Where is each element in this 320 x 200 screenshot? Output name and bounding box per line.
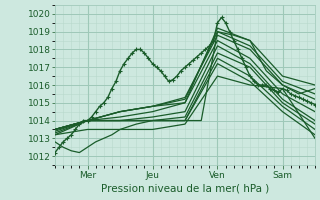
X-axis label: Pression niveau de la mer( hPa ): Pression niveau de la mer( hPa )	[101, 184, 269, 194]
